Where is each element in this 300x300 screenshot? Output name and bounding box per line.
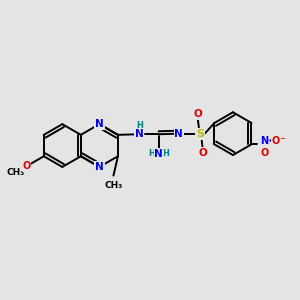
Text: ⁻: ⁻: [280, 136, 286, 146]
Text: O: O: [22, 161, 31, 171]
Text: N: N: [154, 148, 163, 159]
Text: N: N: [175, 129, 183, 139]
Text: H: H: [136, 122, 143, 130]
Text: N: N: [135, 129, 144, 139]
Text: N: N: [95, 119, 104, 129]
Text: O: O: [260, 148, 268, 158]
Text: N: N: [260, 136, 268, 146]
Text: O: O: [194, 109, 202, 119]
Text: +: +: [267, 138, 272, 143]
Text: O: O: [272, 136, 280, 146]
Text: H: H: [162, 149, 169, 158]
Text: O: O: [198, 148, 207, 158]
Text: S: S: [196, 129, 204, 139]
Text: H: H: [148, 149, 155, 158]
Text: CH₃: CH₃: [6, 168, 25, 177]
Text: CH₃: CH₃: [104, 181, 123, 190]
Text: N: N: [95, 162, 104, 172]
